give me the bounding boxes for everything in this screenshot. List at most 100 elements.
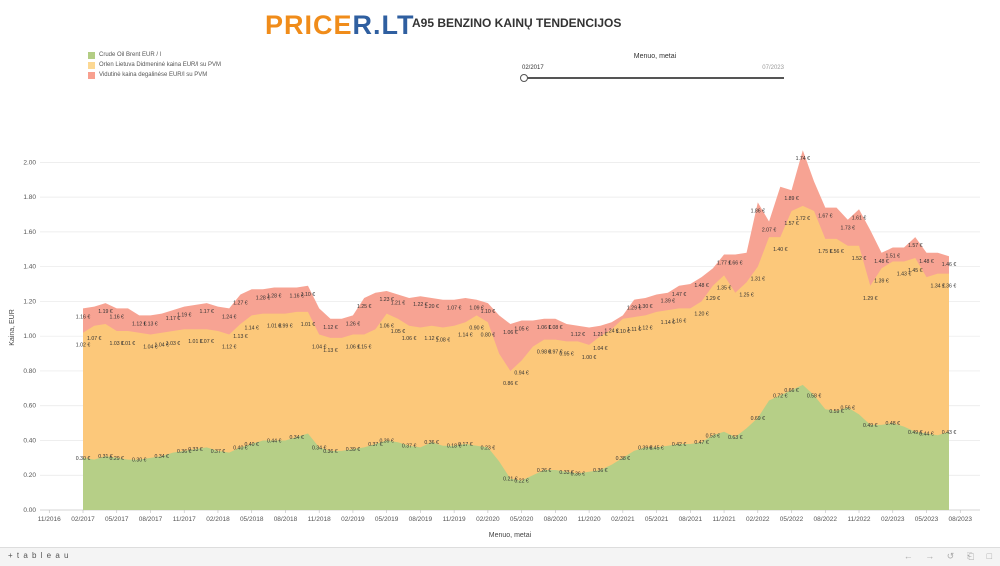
data-label: 0.21 € (503, 477, 518, 483)
data-label: 0.40 € (244, 442, 259, 448)
data-label: 1.28 € (267, 294, 282, 300)
data-label: 0.86 € (503, 381, 518, 387)
y-tick-label: 1.20 (23, 298, 36, 305)
data-label: 1.12 € (424, 336, 439, 342)
revert-icon[interactable]: ↺ (946, 551, 955, 561)
data-label: 1.14 € (244, 325, 259, 331)
data-label: 0.36 € (323, 449, 338, 455)
data-label: 1.12 € (638, 325, 653, 331)
data-label: 1.21 € (593, 332, 608, 338)
data-label: 0.69 € (751, 416, 766, 422)
data-label: 1.08 € (548, 325, 563, 331)
data-label: 1.05 € (391, 329, 406, 335)
data-label: 0.44 € (267, 438, 282, 444)
data-label: 0.58 € (807, 393, 822, 399)
data-label: 1.25 € (739, 292, 754, 298)
x-tick-label: 05/2018 (240, 516, 264, 523)
pricer-logo: PRICER.LT (265, 10, 415, 41)
data-label: 0.97 € (548, 350, 563, 356)
data-label: 1.39 € (661, 299, 676, 305)
data-label: 1.04 € (593, 346, 608, 352)
data-label: 1.57 € (784, 221, 799, 227)
data-label: 0.66 € (784, 388, 799, 394)
data-label: 0.98 € (537, 350, 552, 356)
tableau-toolbar: + t a b l e a u ← → ↺ ⎗ □ (0, 547, 1000, 566)
area-wholesale (83, 205, 949, 510)
data-label: 1.21 € (391, 300, 406, 306)
data-label: 1.46 € (942, 262, 957, 268)
data-label: 1.29 € (863, 296, 878, 302)
slider-max-label: 07/2023 (762, 65, 784, 71)
y-axis-title: Kaina, EUR (9, 309, 16, 346)
y-tick-label: 0.20 (23, 472, 36, 479)
legend-item-wholesale[interactable]: Orlen Lietuva Didmeninė kaina EUR/l su P… (88, 60, 221, 70)
share-icon[interactable]: ⎗ (966, 551, 975, 561)
dashboard-title: A95 BENZINO KAINŲ TENDENCIJOS (412, 16, 622, 30)
data-label: 1.04 € (155, 343, 170, 349)
x-tick-label: 02/2018 (206, 516, 230, 523)
legend-swatch-brent (88, 51, 95, 59)
data-label: 1.40 € (773, 247, 788, 253)
data-label: 1.06 € (537, 325, 552, 331)
data-label: 1.13 € (143, 321, 158, 327)
y-tick-label: 1.40 (23, 264, 36, 271)
x-tick-label: 08/2022 (814, 516, 838, 523)
toolbar-icons: ← → ↺ ⎗ □ (894, 551, 992, 562)
data-label: 1.77 € (717, 261, 732, 267)
data-label: 1.35 € (717, 285, 732, 291)
data-label: 1.16 € (672, 318, 687, 324)
legend-item-retail[interactable]: Vidutinė kaina degalinėse EUR/l su PVM (88, 70, 221, 80)
data-label: 1.20 € (694, 311, 709, 317)
dashboard-header: PRICER.LT A95 BENZINO KAINŲ TENDENCIJOS (0, 0, 1000, 45)
x-tick-label: 11/2017 (173, 516, 196, 523)
data-label: 0.39 € (638, 445, 653, 451)
data-label: 0.49 € (908, 430, 923, 436)
data-label: 0.90 € (469, 325, 484, 331)
data-label: 1.12 € (323, 325, 338, 331)
data-label: 0.39 € (346, 447, 361, 453)
fullscreen-icon[interactable]: □ (986, 551, 992, 561)
legend-label-wholesale: Orlen Lietuva Didmeninė kaina EUR/l su P… (99, 62, 222, 68)
data-label: 1.75 € (818, 249, 833, 255)
data-label: 0.34 € (155, 454, 170, 460)
data-label: 1.10 € (481, 309, 496, 315)
x-tick-label: 11/2019 (443, 516, 466, 523)
slider-handle[interactable] (520, 74, 528, 82)
x-tick-label: 08/2021 (679, 516, 703, 523)
data-label: 0.30 € (76, 456, 91, 462)
data-label: 1.12 € (132, 321, 147, 327)
data-label: 1.10 € (301, 292, 316, 298)
data-label: 1.16 € (76, 314, 91, 320)
undo-icon[interactable]: ← (903, 551, 913, 561)
redo-icon[interactable]: → (925, 551, 935, 561)
data-label: 0.30 € (132, 458, 147, 464)
tableau-logo[interactable]: + t a b l e a u (8, 551, 70, 560)
data-label: 1.48 € (874, 259, 889, 265)
data-label: 1.24 € (222, 314, 237, 320)
data-label: 0.26 € (537, 468, 552, 474)
data-label: 0.34 € (289, 435, 304, 441)
x-tick-label: 02/2020 (476, 516, 500, 523)
data-label: 1.19 € (177, 313, 192, 319)
data-label: 0.18 € (447, 444, 462, 450)
data-label: 0.36 € (571, 472, 586, 478)
slider-track[interactable] (524, 77, 784, 79)
data-label: 1.66 € (728, 261, 743, 267)
data-label: 1.06 € (402, 336, 417, 342)
data-label: 1.47 € (672, 292, 687, 298)
logo-part2: R.LT (352, 10, 415, 40)
data-label: 1.36 € (942, 284, 957, 290)
data-label: 0.34 € (312, 445, 327, 451)
chart-legend: Crude Oil Brent EUR / l Orlen Lietuva Di… (88, 50, 221, 80)
data-label: 1.29 € (706, 296, 721, 302)
data-label: 1.23 € (379, 297, 394, 303)
data-label: 1.73 € (841, 226, 856, 232)
data-label: 1.61 € (852, 215, 867, 221)
data-label: 1.16 € (289, 294, 304, 300)
legend-item-brent[interactable]: Crude Oil Brent EUR / l (88, 50, 221, 60)
data-label: 1.25 € (357, 304, 372, 310)
y-tick-label: 0.00 (23, 507, 36, 514)
data-label: 0.36 € (593, 468, 608, 474)
data-label: 0.95 € (559, 351, 574, 357)
data-label: 1.04 € (143, 344, 158, 350)
